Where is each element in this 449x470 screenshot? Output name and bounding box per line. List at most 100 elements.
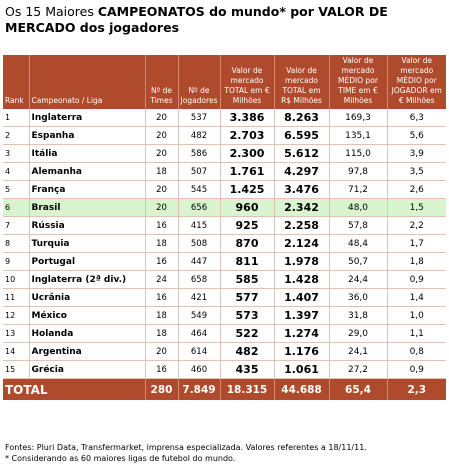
cell-avg-player: 3,5: [386, 162, 446, 181]
cell-league: Alemanha: [28, 162, 145, 181]
table-row: 4 Alemanha 18 507 1.761 4.297 97,8 3,5: [3, 162, 446, 181]
cell-rank: 13: [3, 324, 29, 343]
cell-avg-team: 27,2: [328, 360, 387, 379]
cell-teams: 24: [144, 270, 178, 289]
cell-players: 482: [177, 126, 220, 145]
header-total-eur: Valor de mercado TOTAL em € Milhões: [219, 55, 274, 109]
cell-avg-team: 135,1: [328, 126, 387, 145]
cell-total-eur: 577: [219, 288, 274, 307]
cell-avg-team: 57,8: [328, 216, 387, 235]
cell-league: Grécia: [28, 360, 145, 379]
cell-teams: 16: [144, 216, 178, 235]
total-avg-player: 2,3: [386, 378, 446, 400]
header-rank: Rank: [3, 55, 29, 109]
cell-total-brl: 1.176: [273, 342, 329, 361]
cell-avg-player: 1,8: [386, 252, 446, 271]
cell-avg-player: 1,7: [386, 234, 446, 253]
cell-total-eur: 811: [219, 252, 274, 271]
cell-players: 549: [177, 306, 220, 325]
table-row: 6 Brasil 20 656 960 2.342 48,0 1,5: [3, 198, 446, 217]
cell-avg-team: 24,1: [328, 342, 387, 361]
ranking-table: Rank Campeonato / Liga Nº de Times Nº de…: [3, 55, 446, 400]
cell-total-eur: 870: [219, 234, 274, 253]
total-avg-team: 65,4: [328, 378, 387, 400]
total-eur: 18.315: [219, 378, 274, 400]
cell-avg-team: 31,8: [328, 306, 387, 325]
cell-rank: 8: [3, 234, 29, 253]
cell-total-brl: 2.258: [273, 216, 329, 235]
cell-total-brl: 6.595: [273, 126, 329, 145]
cell-total-brl: 1.428: [273, 270, 329, 289]
cell-teams: 20: [144, 180, 178, 199]
cell-total-eur: 1.761: [219, 162, 274, 181]
cell-league: Argentina: [28, 342, 145, 361]
table-row: 3 Itália 20 586 2.300 5.612 115,0 3,9: [3, 144, 446, 163]
table-row: 14 Argentina 20 614 482 1.176 24,1 0,8: [3, 342, 446, 361]
table-row: 15 Grécia 16 460 435 1.061 27,2 0,9: [3, 360, 446, 379]
table-row: 8 Turquia 18 508 870 2.124 48,4 1,7: [3, 234, 446, 253]
cell-players: 447: [177, 252, 220, 271]
table-row: 5 França 20 545 1.425 3.476 71,2 2,6: [3, 180, 446, 199]
cell-teams: 20: [144, 342, 178, 361]
cell-total-eur: 482: [219, 342, 274, 361]
cell-teams: 16: [144, 252, 178, 271]
cell-avg-player: 2,2: [386, 216, 446, 235]
cell-rank: 11: [3, 288, 29, 307]
cell-rank: 12: [3, 306, 29, 325]
cell-players: 421: [177, 288, 220, 307]
cell-teams: 18: [144, 162, 178, 181]
cell-total-brl: 1.274: [273, 324, 329, 343]
total-label: TOTAL: [3, 378, 145, 400]
cell-league: Ucrânia: [28, 288, 145, 307]
cell-avg-team: 48,0: [328, 198, 387, 217]
cell-avg-team: 97,8: [328, 162, 387, 181]
cell-teams: 18: [144, 324, 178, 343]
table-body: 1 Inglaterra 20 537 3.386 8.263 169,3 6,3 2 Espan…: [3, 109, 446, 379]
cell-teams: 20: [144, 126, 178, 145]
cell-league: Inglaterra: [28, 109, 145, 127]
cell-avg-player: 0,8: [386, 342, 446, 361]
cell-teams: 20: [144, 198, 178, 217]
cell-league: Portugal: [28, 252, 145, 271]
cell-total-eur: 2.703: [219, 126, 274, 145]
cell-players: 658: [177, 270, 220, 289]
cell-avg-player: 2,6: [386, 180, 446, 199]
cell-league: Turquia: [28, 234, 145, 253]
header-avg-player: Valor de mercado MÉDIO por JOGADOR em € …: [386, 55, 446, 109]
cell-rank: 4: [3, 162, 29, 181]
cell-league: Inglaterra (2ª div.): [28, 270, 145, 289]
cell-avg-team: 115,0: [328, 144, 387, 163]
cell-teams: 20: [144, 144, 178, 163]
page-title: Os 15 Maiores CAMPEONATOS do mundo* por …: [5, 4, 445, 36]
cell-avg-player: 0,9: [386, 270, 446, 289]
cell-total-eur: 2.300: [219, 144, 274, 163]
cell-teams: 18: [144, 234, 178, 253]
cell-total-eur: 925: [219, 216, 274, 235]
cell-total-eur: 960: [219, 198, 274, 217]
cell-avg-player: 1,4: [386, 288, 446, 307]
table-row: 11 Ucrânia 16 421 577 1.407 36,0 1,4: [3, 288, 446, 307]
cell-teams: 18: [144, 306, 178, 325]
header-players: Nº de Jogadores: [177, 55, 220, 109]
header-league: Campeonato / Liga: [28, 55, 145, 109]
cell-total-brl: 1.978: [273, 252, 329, 271]
cell-avg-player: 1,0: [386, 306, 446, 325]
cell-total-brl: 1.397: [273, 306, 329, 325]
cell-rank: 6: [3, 198, 29, 217]
cell-players: 656: [177, 198, 220, 217]
cell-players: 464: [177, 324, 220, 343]
title-lead: Os 15 Maiores: [5, 4, 98, 19]
cell-league: França: [28, 180, 145, 199]
cell-league: Itália: [28, 144, 145, 163]
table-header-row: Rank Campeonato / Liga Nº de Times Nº de…: [3, 55, 446, 109]
cell-total-brl: 2.124: [273, 234, 329, 253]
cell-league: Rússia: [28, 216, 145, 235]
cell-rank: 14: [3, 342, 29, 361]
cell-total-brl: 3.476: [273, 180, 329, 199]
cell-avg-player: 3,9: [386, 144, 446, 163]
cell-avg-team: 71,2: [328, 180, 387, 199]
table-row: 12 México 18 549 573 1.397 31,8 1,0: [3, 306, 446, 325]
cell-avg-player: 5,6: [386, 126, 446, 145]
cell-avg-team: 169,3: [328, 109, 387, 127]
cell-total-brl: 8.263: [273, 109, 329, 127]
